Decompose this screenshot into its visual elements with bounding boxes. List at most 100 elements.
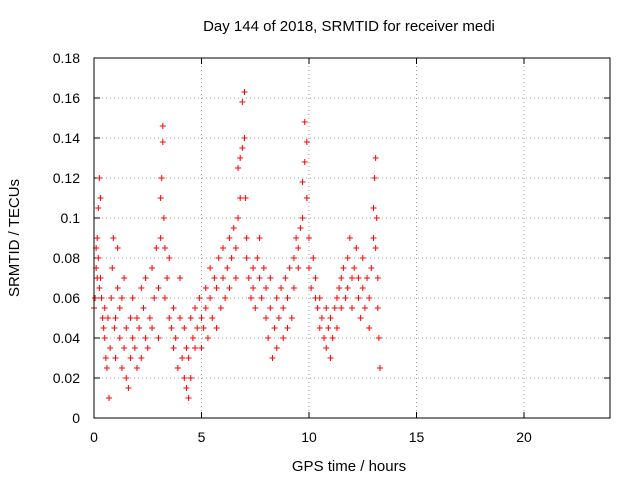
data-point (99, 315, 106, 321)
data-point (114, 245, 121, 251)
data-point (198, 345, 205, 351)
data-point (370, 235, 377, 241)
data-point (107, 345, 114, 351)
data-point (237, 195, 244, 201)
data-point (254, 255, 261, 261)
data-point (366, 295, 373, 301)
data-point (323, 305, 330, 311)
data-point (112, 315, 119, 321)
data-point (241, 135, 248, 141)
data-point (351, 265, 358, 271)
data-point (235, 165, 242, 171)
plot-frame (93, 57, 611, 419)
data-point (157, 235, 164, 241)
y-tick-label: 0.04 (53, 330, 80, 346)
data-point (177, 315, 183, 321)
data-point (321, 335, 328, 341)
data-point (338, 275, 345, 281)
data-point (308, 285, 315, 291)
data-point (181, 375, 188, 381)
data-point (327, 355, 334, 361)
data-point (370, 205, 377, 211)
data-point (349, 275, 355, 281)
data-point (142, 335, 149, 341)
data-point (103, 365, 110, 371)
data-point (364, 275, 371, 281)
data-point (149, 325, 156, 331)
data-point (220, 275, 226, 281)
data-point (301, 159, 308, 165)
data-point (375, 335, 382, 341)
data-point (374, 275, 381, 281)
data-point (118, 365, 125, 371)
data-point (185, 395, 192, 401)
data-point (344, 255, 351, 261)
data-point (211, 275, 218, 281)
data-point (359, 285, 366, 291)
data-point (102, 355, 109, 361)
data-point (325, 325, 332, 331)
data-point (111, 325, 118, 331)
x-axis-label: GPS time / hours (292, 458, 406, 475)
data-point (232, 275, 239, 281)
data-point (323, 345, 330, 351)
data-point (172, 335, 179, 341)
data-point (123, 325, 130, 331)
data-point (174, 365, 181, 371)
data-point (168, 325, 175, 331)
data-point (336, 285, 343, 291)
data-point (121, 275, 128, 281)
data-point (177, 275, 183, 281)
data-point (200, 325, 207, 331)
data-point (131, 345, 138, 351)
data-point (290, 285, 297, 291)
data-point (374, 305, 381, 311)
data-point (312, 275, 319, 281)
data-point (316, 295, 323, 301)
data-point (114, 285, 121, 291)
data-point (271, 325, 278, 331)
data-point (284, 325, 291, 331)
data-point (158, 175, 165, 181)
data-point (269, 355, 276, 361)
data-point (101, 335, 108, 341)
data-point (166, 255, 173, 261)
data-point (245, 275, 252, 281)
x-tick-labels: 0 5 10 15 20 (90, 429, 532, 445)
data-point (159, 123, 166, 129)
data-point (149, 265, 156, 271)
data-point (101, 305, 108, 311)
data-point (129, 335, 136, 341)
y-tick-label: 0.1 (61, 210, 81, 226)
data-point (95, 205, 102, 211)
data-point (314, 305, 321, 311)
y-tick-labels: 0 0.02 0.04 0.06 0.08 0.1 0.12 0.14 0.16 0.18 (53, 50, 80, 426)
data-point (265, 335, 272, 341)
data-point (202, 285, 209, 291)
data-point (299, 179, 306, 185)
data-point (185, 355, 192, 361)
y-tick-label: 0.06 (53, 290, 80, 306)
data-point (202, 305, 209, 311)
data-point (239, 145, 246, 151)
data-point (241, 89, 248, 95)
data-point (220, 245, 226, 251)
data-point (340, 265, 347, 271)
data-point (376, 365, 383, 371)
data-point (267, 275, 274, 281)
data-point (293, 235, 300, 241)
data-point (146, 315, 153, 321)
data-point (142, 275, 149, 281)
data-point (295, 265, 302, 271)
data-point (355, 295, 362, 301)
data-point (338, 305, 345, 311)
data-point (342, 295, 349, 301)
data-point (357, 315, 364, 321)
data-point (129, 295, 136, 301)
data-points (91, 89, 383, 401)
data-point (100, 325, 107, 331)
data-point (213, 285, 220, 291)
data-point (187, 315, 194, 321)
data-point (228, 255, 235, 261)
data-point (237, 155, 244, 161)
